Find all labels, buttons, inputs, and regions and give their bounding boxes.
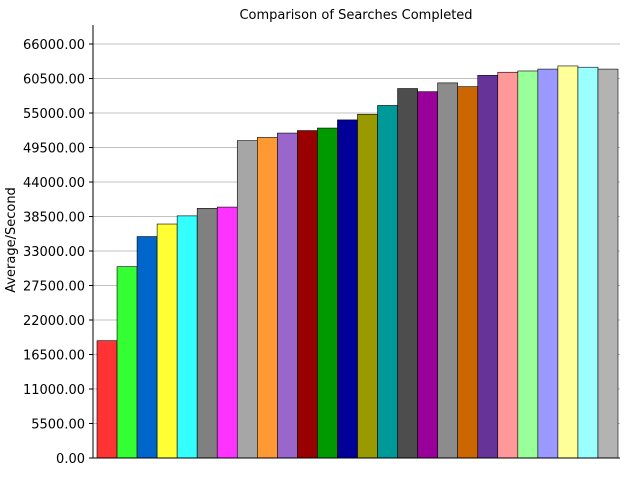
y-tick-labels: 0.00 5500.00 11000.00 16500.00 22000.00 27500… [23,38,85,467]
bar-20 [477,75,499,459]
y-tick-label: 66000.00 [23,38,85,53]
y-tick-label: 27500.00 [23,280,85,295]
bar-11 [297,130,318,459]
bar-18 [437,82,458,459]
bar-1 [96,340,118,459]
bar-9 [257,137,278,459]
y-tick-label: 55000.00 [23,107,85,122]
bar-26 [597,68,619,459]
bar-25 [577,66,599,459]
y-tick-label: 16500.00 [23,349,85,364]
chart-title: Comparison of Searches Completed [239,8,472,23]
bar-17 [417,91,438,459]
bar-23 [537,68,559,459]
bar-15 [377,105,398,459]
bar-24 [557,65,579,459]
y-tick-label: 5500.00 [31,418,85,433]
bar-6 [196,208,218,459]
bar-8 [236,140,258,459]
bar-2 [116,266,138,459]
bar-13 [337,119,358,459]
y-tick-label: 49500.00 [23,142,85,157]
y-tick-label: 0.00 [56,452,85,467]
y-tick-label: 38500.00 [23,211,85,226]
bar-3 [136,236,158,459]
bar-4 [156,223,178,459]
axes [89,25,620,459]
bar-19 [457,86,479,459]
bars [96,65,619,459]
bar-16 [397,88,418,459]
bar-12 [317,127,338,459]
bar-14 [357,113,378,459]
bar-7 [216,206,238,459]
y-tick-label: 33000.00 [23,245,85,260]
y-axis-label: Average/Second [4,187,19,293]
bar-22 [517,70,539,459]
y-tick-label: 22000.00 [23,314,85,329]
y-tick-label: 60500.00 [23,73,85,88]
bar-21 [497,71,519,459]
bar-5 [176,215,198,459]
y-tick-label: 44000.00 [23,176,85,191]
bar-10 [277,132,298,459]
y-tick-label: 11000.00 [23,383,85,398]
